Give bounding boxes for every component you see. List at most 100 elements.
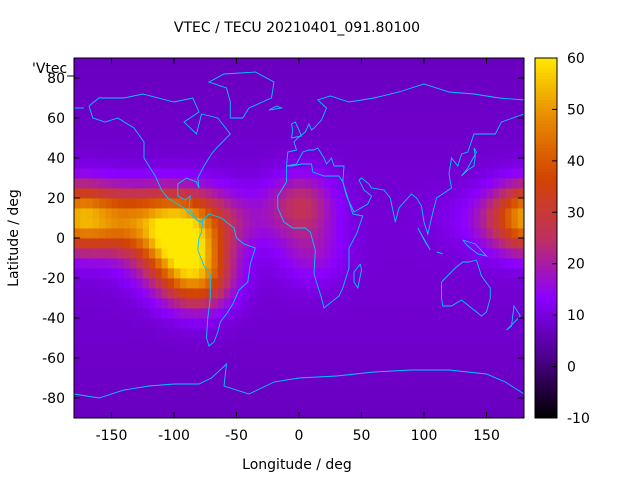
heatmap-cell (299, 278, 306, 289)
heatmap-cell (205, 328, 212, 339)
heatmap-cell (455, 358, 462, 369)
colorbar-segment (535, 373, 557, 377)
heatmap-cell (424, 68, 431, 79)
heatmap-cell (149, 278, 156, 289)
heatmap-cell (505, 148, 512, 159)
heatmap-cell (474, 208, 481, 219)
heatmap-cell (486, 358, 494, 369)
heatmap-cell (499, 128, 506, 139)
colorbar-segment (535, 352, 557, 356)
heatmap-cell (355, 148, 362, 159)
heatmap-cell (480, 308, 487, 319)
heatmap-cell (280, 238, 287, 249)
heatmap-cell (199, 68, 206, 79)
heatmap-cell (242, 318, 250, 329)
heatmap-cell (136, 78, 144, 89)
heatmap-cell (274, 148, 281, 159)
coastline (286, 83, 525, 167)
heatmap-cell (230, 328, 237, 339)
heatmap-cell (180, 188, 187, 199)
heatmap-cell (230, 108, 237, 119)
heatmap-cell (467, 168, 475, 179)
heatmap-cell (511, 98, 519, 109)
heatmap-cell (186, 248, 194, 259)
heatmap-cell (324, 268, 331, 279)
heatmap-cell (392, 108, 400, 119)
heatmap-cell (242, 138, 250, 149)
heatmap-cell (442, 108, 450, 119)
heatmap-cell (261, 328, 269, 339)
colorbar-segment (535, 280, 557, 284)
heatmap-cell (186, 388, 194, 399)
heatmap-cell (467, 338, 475, 349)
colorbar-segment (535, 361, 557, 365)
heatmap-cell (74, 268, 81, 279)
heatmap-cell (411, 298, 419, 309)
heatmap-cell (424, 128, 431, 139)
heatmap-cell (99, 58, 106, 69)
heatmap-cell (92, 188, 100, 199)
heatmap-cell (480, 118, 487, 129)
heatmap-cell (486, 128, 494, 139)
heatmap-cell (249, 328, 256, 339)
heatmap-cell (499, 368, 506, 379)
heatmap-cell (417, 268, 425, 279)
heatmap-cell (336, 268, 344, 279)
heatmap-cell (105, 278, 112, 289)
heatmap-cell (311, 188, 319, 199)
heatmap-cell (117, 278, 125, 289)
heatmap-cell (130, 138, 137, 149)
heatmap-cell (361, 238, 369, 249)
heatmap-cell (280, 78, 287, 89)
colorbar-segment (535, 343, 557, 347)
heatmap-cell (92, 198, 100, 209)
heatmap-cell (436, 268, 444, 279)
heatmap-cell (380, 378, 387, 389)
heatmap-cell (342, 358, 350, 369)
heatmap-cell (411, 68, 419, 79)
heatmap-cell (86, 368, 94, 379)
heatmap-cell (205, 168, 212, 179)
heatmap-cell (155, 208, 162, 219)
heatmap-cell (274, 228, 281, 239)
heatmap-cell (261, 58, 269, 69)
heatmap-cell (174, 78, 181, 89)
heatmap-cell (299, 218, 306, 229)
heatmap-cell (211, 218, 219, 229)
heatmap-cell (142, 208, 150, 219)
heatmap-cell (180, 368, 187, 379)
heatmap-cell (136, 288, 144, 299)
heatmap-cell (517, 148, 525, 159)
heatmap-cell (292, 328, 300, 339)
heatmap-cell (236, 128, 244, 139)
heatmap-cell (517, 168, 525, 179)
heatmap-cell (505, 268, 512, 279)
heatmap-cell (274, 118, 281, 129)
heatmap-cell (217, 238, 225, 249)
heatmap-cell (211, 348, 219, 359)
heatmap-cell (449, 398, 456, 409)
colorbar-segment (535, 364, 557, 368)
heatmap-cell (261, 218, 269, 229)
heatmap-cell (467, 238, 475, 249)
heatmap-cell (436, 348, 444, 359)
heatmap-cell (205, 208, 212, 219)
heatmap-cell (155, 378, 162, 389)
heatmap-cell (217, 248, 225, 259)
heatmap-cell (167, 68, 175, 79)
heatmap-cell (155, 88, 162, 99)
heatmap-cell (392, 318, 400, 329)
heatmap-cell (130, 288, 137, 299)
heatmap-cell (442, 388, 450, 399)
heatmap-cell (367, 298, 375, 309)
heatmap-cell (205, 368, 212, 379)
heatmap-cell (249, 378, 256, 389)
heatmap-cell (236, 88, 244, 99)
colorbar-segment (535, 409, 557, 413)
heatmap-cell (374, 328, 381, 339)
heatmap-cell (461, 78, 469, 89)
heatmap-cell (411, 208, 419, 219)
heatmap-cell (149, 168, 156, 179)
heatmap-cell (236, 188, 244, 199)
